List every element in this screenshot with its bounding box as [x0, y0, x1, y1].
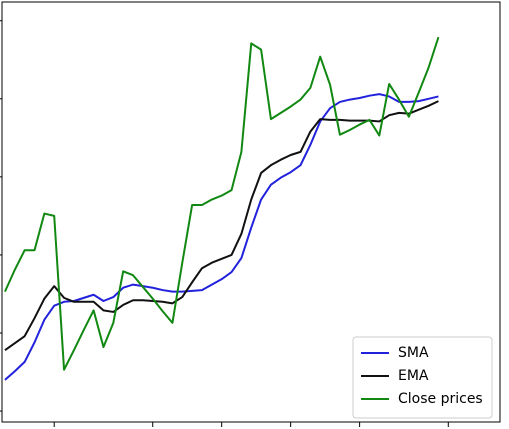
legend-label: SMA	[398, 345, 429, 361]
legend-label: Close prices	[398, 391, 483, 407]
legend-label: EMA	[398, 368, 429, 384]
series-line	[4, 36, 440, 371]
series-line	[4, 100, 439, 351]
series-line	[4, 93, 439, 381]
plot-frame	[1, 1, 501, 423]
legend-box	[352, 336, 493, 419]
legend: SMA EMA Close prices	[352, 336, 493, 419]
